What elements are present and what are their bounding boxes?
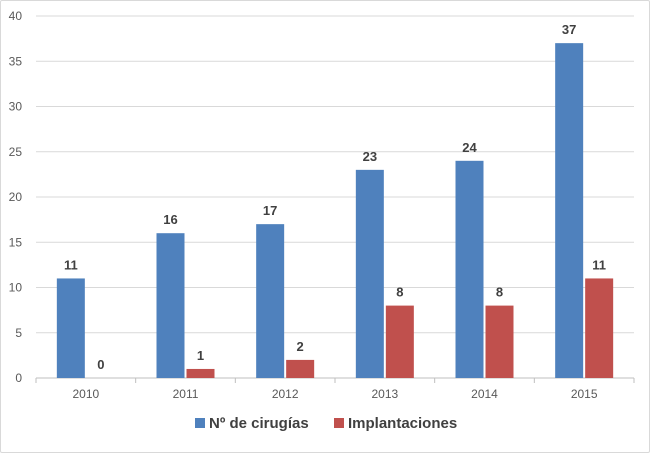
bar-cirugias <box>355 169 384 378</box>
x-axis: 2010 2011 2012 2013 2014 2015 <box>35 377 635 401</box>
x-tick-label: 2013 <box>371 387 398 401</box>
y-tick-label: 35 <box>9 54 23 68</box>
data-label: 23 <box>363 149 377 164</box>
data-label: 37 <box>562 22 576 37</box>
data-label: 0 <box>97 357 104 372</box>
data-label: 11 <box>592 257 606 272</box>
bar-implantaciones <box>385 305 414 378</box>
x-tick-label: 2012 <box>272 387 299 401</box>
y-tick-label: 30 <box>9 100 23 114</box>
bars <box>56 43 614 379</box>
bar-cirugias <box>555 43 584 379</box>
bar-cirugias <box>256 224 285 378</box>
data-label: 17 <box>263 203 277 218</box>
y-tick-label: 25 <box>9 145 23 159</box>
x-tick-label: 2014 <box>471 387 498 401</box>
legend-label: Implantaciones <box>348 415 457 432</box>
x-tick-label: 2011 <box>173 387 199 401</box>
legend-swatch <box>195 418 205 428</box>
bar-implantaciones <box>286 359 315 378</box>
data-labels: 11 0 16 1 17 2 23 8 24 8 37 11 <box>64 22 606 372</box>
data-label: 11 <box>64 257 78 272</box>
y-tick-label: 20 <box>9 190 23 204</box>
bar-cirugias <box>56 278 85 378</box>
data-label: 1 <box>197 348 204 363</box>
legend: Nº de cirugías Implantaciones <box>195 415 457 432</box>
bar-cirugias <box>156 233 185 378</box>
data-label: 2 <box>297 339 304 354</box>
legend-swatch <box>334 418 344 428</box>
data-label: 16 <box>163 212 177 227</box>
data-label: 8 <box>496 285 503 300</box>
gridlines <box>36 15 634 334</box>
y-tick-label: 5 <box>15 326 22 340</box>
bar-cirugias <box>455 160 484 378</box>
y-tick-label: 40 <box>9 9 23 23</box>
bar-implantaciones <box>585 278 614 378</box>
data-label: 24 <box>462 140 477 155</box>
data-label: 8 <box>396 285 403 300</box>
x-tick-label: 2010 <box>72 387 99 401</box>
x-tick-label: 2015 <box>571 387 598 401</box>
y-tick-label: 10 <box>9 281 23 295</box>
y-axis: 0 5 10 15 20 25 30 35 40 <box>9 9 23 385</box>
bar-implantaciones <box>186 368 215 378</box>
y-tick-label: 15 <box>9 235 23 249</box>
legend-label: Nº de cirugías <box>209 415 309 432</box>
bar-implantaciones <box>485 305 514 378</box>
y-tick-label: 0 <box>15 371 22 385</box>
